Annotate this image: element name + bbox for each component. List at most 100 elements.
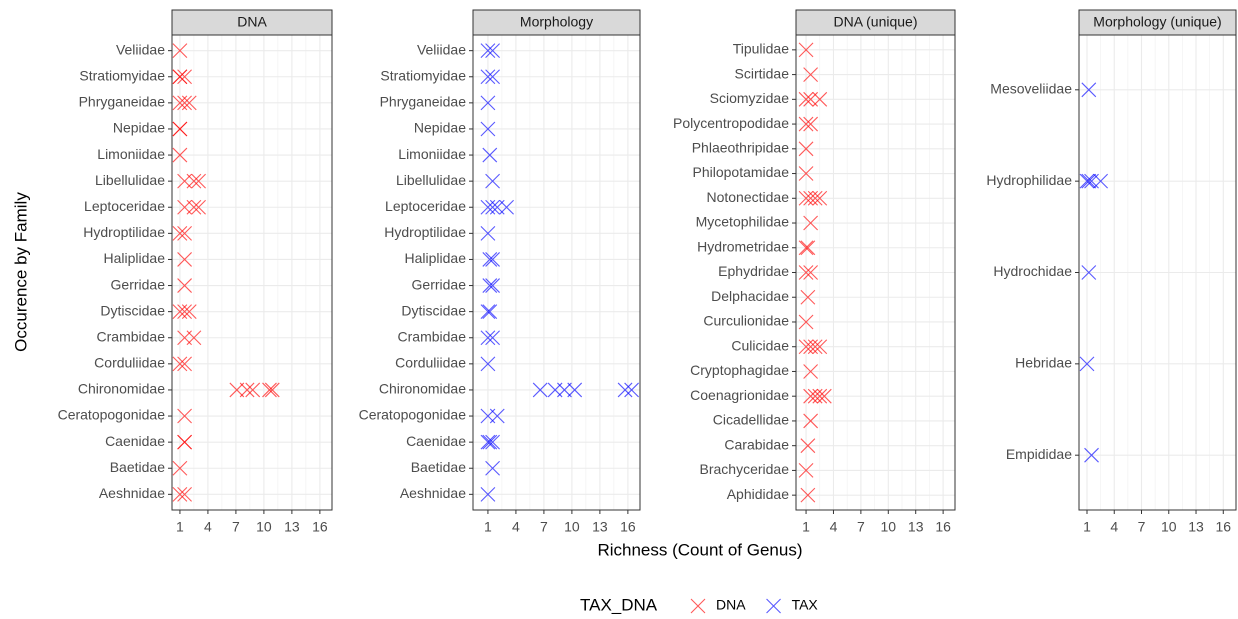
strip xyxy=(171,9,333,36)
x-tick-label: 1 xyxy=(1083,519,1091,535)
x-axis-label: Richness (Count of Genus) xyxy=(597,540,802,559)
y-tick-label: Hydroptilidae xyxy=(83,224,165,240)
point xyxy=(1081,173,1097,189)
x-tick-label: 13 xyxy=(908,519,924,535)
y-tick-label: Notonectidae xyxy=(706,189,789,205)
strip xyxy=(1078,9,1237,36)
y-tick-label: Corduliidae xyxy=(395,355,466,371)
y-tick-label: Hydrophilidae xyxy=(986,172,1072,188)
y-tick-label: Caenidae xyxy=(105,433,165,449)
point xyxy=(807,339,823,355)
y-tick-label: Curculionidae xyxy=(703,313,789,329)
y-tick-label: Baetidae xyxy=(411,459,466,475)
point xyxy=(1079,173,1095,189)
y-tick-label: Leptoceridae xyxy=(385,198,466,214)
point xyxy=(812,190,828,206)
x-tick-label: 13 xyxy=(592,519,608,535)
point xyxy=(181,304,197,320)
y-tick-label: Crambidae xyxy=(97,328,166,344)
y-tick-label: Libellulidae xyxy=(95,172,165,188)
y-tick-label: Chironomidae xyxy=(78,381,165,397)
point xyxy=(798,265,814,280)
y-tick-label: Hydroptilidae xyxy=(384,224,466,240)
point xyxy=(812,388,828,404)
point xyxy=(191,173,206,189)
y-tick-label: Brachyceridae xyxy=(700,461,790,477)
y-tick-label: Cicadellidae xyxy=(713,412,789,428)
y-tick-label: Chironomidae xyxy=(379,381,466,397)
point xyxy=(480,304,496,320)
point xyxy=(567,382,583,398)
point xyxy=(798,463,814,478)
strip-title: Morphology (unique) xyxy=(1093,14,1221,30)
point xyxy=(482,147,498,163)
point xyxy=(803,265,819,280)
point xyxy=(172,121,188,137)
point xyxy=(177,225,192,241)
point xyxy=(482,278,498,293)
point xyxy=(557,382,572,398)
point xyxy=(480,43,496,59)
y-tick-label: Nepidae xyxy=(113,120,165,136)
panel-background xyxy=(172,35,332,510)
point xyxy=(262,382,277,398)
point xyxy=(499,199,514,215)
point xyxy=(172,486,188,502)
point xyxy=(177,278,192,293)
y-tick-label: Mesoveliidae xyxy=(990,81,1072,97)
y-tick-label: Sciomyzidae xyxy=(710,90,790,106)
point xyxy=(798,42,814,58)
point xyxy=(798,314,814,330)
point xyxy=(177,486,192,502)
point xyxy=(186,199,202,215)
x-tick-label: 16 xyxy=(935,519,951,535)
y-tick-label: Hebridae xyxy=(1015,355,1072,371)
y-tick-label: Aeshnidae xyxy=(99,485,165,501)
point xyxy=(1081,265,1097,280)
point xyxy=(489,408,505,424)
y-tick-label: Mycetophilidae xyxy=(696,214,790,230)
y-tick-label: Polycentropodidae xyxy=(673,115,789,131)
panel-background xyxy=(473,35,640,510)
point xyxy=(480,225,496,241)
point xyxy=(480,330,496,346)
point xyxy=(803,67,819,82)
x-tick-label: 7 xyxy=(232,519,240,535)
point xyxy=(177,304,192,320)
point xyxy=(816,388,832,404)
y-tick-label: Veliidae xyxy=(116,41,165,57)
x-tick-label: 13 xyxy=(284,519,300,535)
point xyxy=(1093,173,1109,189)
point xyxy=(803,215,819,231)
point xyxy=(624,382,639,398)
y-axis-label: Occurence by Family xyxy=(11,192,30,352)
point xyxy=(485,434,500,450)
y-tick-label: Phryganeidae xyxy=(380,94,467,110)
point xyxy=(1081,82,1097,98)
y-tick-label: Dytiscidae xyxy=(401,302,466,318)
point xyxy=(480,356,496,372)
y-tick-label: Stratiomyidae xyxy=(380,67,466,83)
y-tick-label: Carabidae xyxy=(724,436,789,452)
y-tick-label: Nepidae xyxy=(414,120,466,136)
y-tick-label: Stratiomyidae xyxy=(79,67,165,83)
point xyxy=(186,330,202,346)
x-tick-label: 4 xyxy=(830,519,838,535)
point xyxy=(1084,447,1099,463)
point xyxy=(172,460,188,476)
point xyxy=(800,289,816,305)
point xyxy=(800,438,816,454)
point xyxy=(800,487,816,503)
x-tick-label: 16 xyxy=(1215,519,1231,535)
x-tick-label: 10 xyxy=(256,519,272,535)
point xyxy=(172,69,188,85)
x-tick-label: 4 xyxy=(512,519,520,535)
point xyxy=(177,356,192,372)
x-tick-label: 7 xyxy=(540,519,548,535)
point xyxy=(803,116,819,132)
point xyxy=(798,116,814,132)
point xyxy=(485,173,500,189)
point xyxy=(617,382,633,398)
legend-marker xyxy=(690,598,706,614)
point xyxy=(177,95,192,111)
